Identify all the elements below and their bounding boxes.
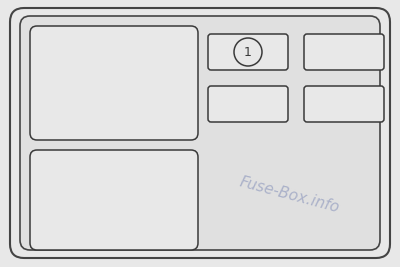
FancyBboxPatch shape <box>208 86 288 122</box>
FancyBboxPatch shape <box>10 8 390 258</box>
FancyBboxPatch shape <box>304 86 384 122</box>
FancyBboxPatch shape <box>30 26 198 140</box>
FancyBboxPatch shape <box>30 150 198 250</box>
Text: Fuse-Box.info: Fuse-Box.info <box>238 174 342 215</box>
Circle shape <box>234 38 262 66</box>
FancyBboxPatch shape <box>20 16 380 250</box>
Text: 1: 1 <box>244 45 252 58</box>
FancyBboxPatch shape <box>304 34 384 70</box>
FancyBboxPatch shape <box>208 34 288 70</box>
